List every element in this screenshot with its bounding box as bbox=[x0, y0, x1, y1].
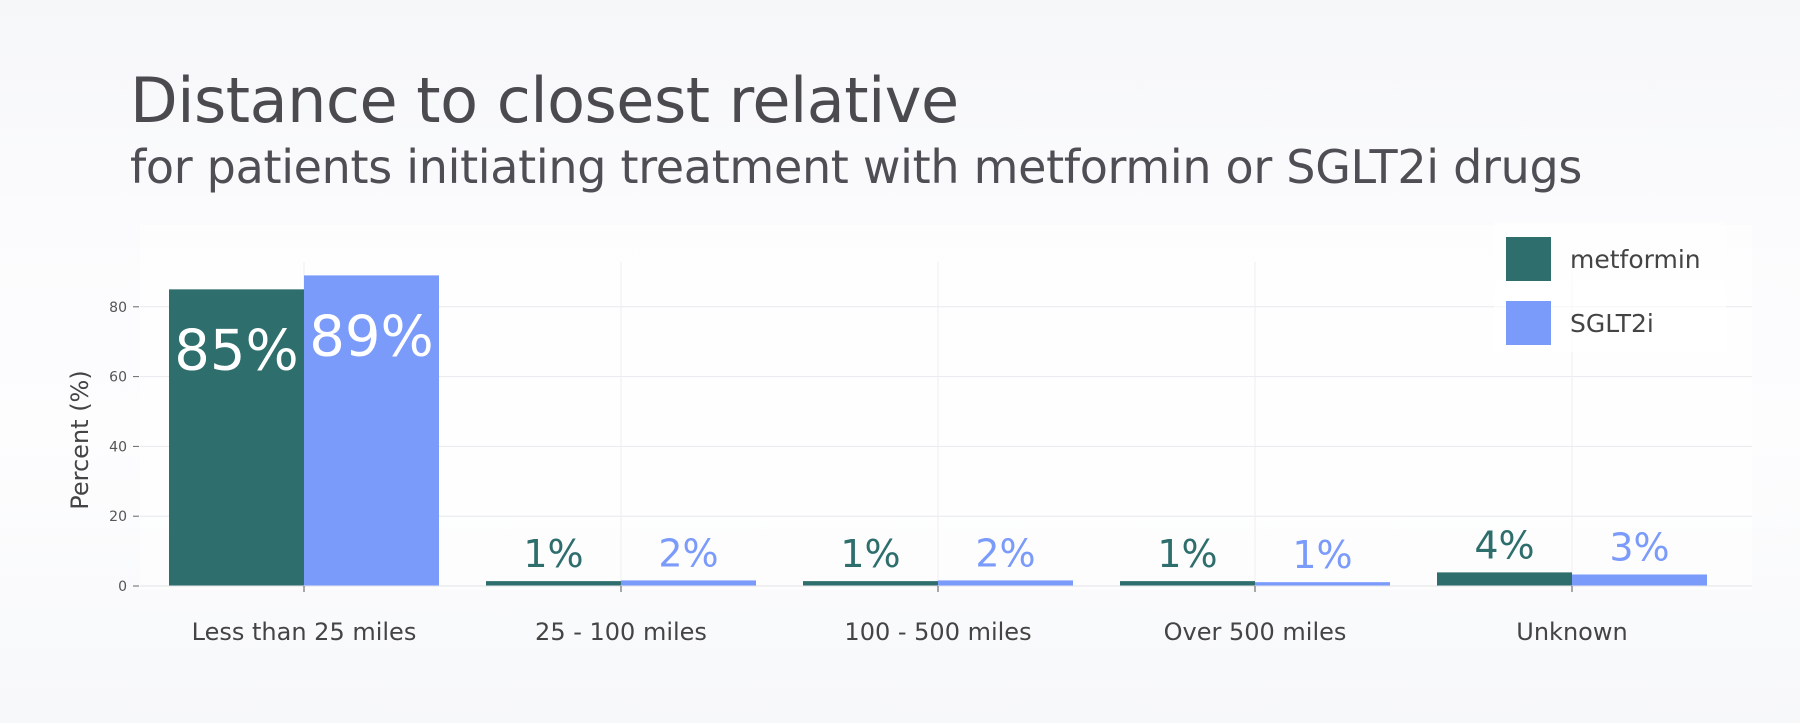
data-label-sglt2i-2: 2% bbox=[975, 531, 1035, 575]
x-category-label-3: Over 500 miles bbox=[1164, 618, 1347, 646]
x-category-label-1: 25 - 100 miles bbox=[535, 618, 707, 646]
data-label-metformin-2: 1% bbox=[840, 532, 900, 576]
x-category-label-2: 100 - 500 miles bbox=[844, 618, 1031, 646]
y-tick-label-0: 0 bbox=[118, 579, 127, 595]
chart-title: Distance to closest relative bbox=[130, 64, 959, 137]
y-tick-label-40: 40 bbox=[109, 439, 127, 455]
bar-sglt2i-1 bbox=[621, 580, 756, 586]
bar-sglt2i-3 bbox=[1255, 582, 1390, 586]
bar-metformin-4 bbox=[1437, 572, 1572, 586]
axis-layer: 0 20 40 60 80 Less than 25 miles 25 - 100 mile… bbox=[109, 300, 1752, 646]
bar-sglt2i-0 bbox=[304, 275, 439, 586]
labels-layer: 85% 1% 1% 1% 4% 89% 2% 2% 1% 3% bbox=[174, 304, 1669, 577]
data-label-metformin-4: 4% bbox=[1474, 523, 1534, 567]
chart-subtitle: for patients initiating treatment with m… bbox=[130, 140, 1583, 194]
data-label-metformin-0: 85% bbox=[174, 318, 298, 383]
bars-layer bbox=[169, 275, 1707, 586]
bar-metformin-0 bbox=[169, 289, 304, 586]
bar-metformin-2 bbox=[803, 581, 938, 586]
bar-sglt2i-2 bbox=[938, 580, 1073, 586]
data-label-sglt2i-4: 3% bbox=[1609, 525, 1669, 569]
data-label-sglt2i-0: 89% bbox=[309, 304, 433, 369]
data-label-sglt2i-1: 2% bbox=[658, 531, 718, 575]
x-category-label-4: Unknown bbox=[1516, 618, 1627, 646]
y-axis-label: Percent (%) bbox=[66, 370, 94, 509]
y-tick-label-60: 60 bbox=[109, 370, 127, 386]
legend: metformin SGLT2i bbox=[1494, 222, 1726, 352]
data-label-metformin-1: 1% bbox=[523, 532, 583, 576]
bar-sglt2i-4 bbox=[1572, 574, 1707, 586]
legend-label-sglt2i[interactable]: SGLT2i bbox=[1570, 309, 1654, 338]
y-tick-label-20: 20 bbox=[109, 509, 127, 525]
legend-swatch-sglt2i[interactable] bbox=[1506, 301, 1551, 345]
data-label-sglt2i-3: 1% bbox=[1292, 533, 1352, 577]
legend-swatch-metformin[interactable] bbox=[1506, 237, 1551, 281]
x-category-label-0: Less than 25 miles bbox=[192, 618, 417, 646]
bar-metformin-1 bbox=[486, 581, 621, 586]
legend-label-metformin[interactable]: metformin bbox=[1570, 245, 1701, 274]
data-label-metformin-3: 1% bbox=[1157, 532, 1217, 576]
y-tick-label-80: 80 bbox=[109, 300, 127, 316]
bar-metformin-3 bbox=[1120, 581, 1255, 586]
